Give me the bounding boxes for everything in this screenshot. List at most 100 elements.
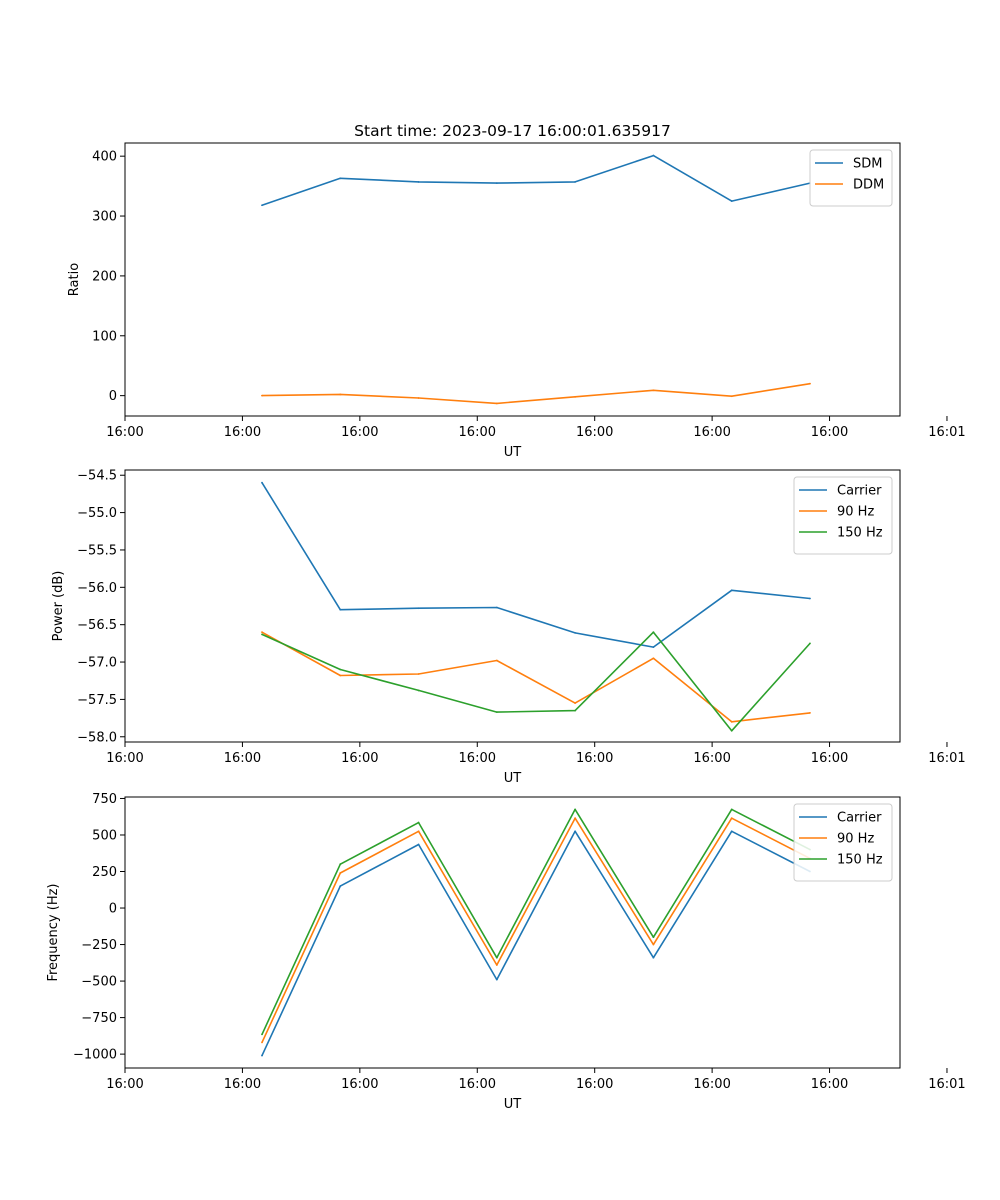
power-y-tick-label: −56.5 [77,618,117,633]
ratio-point-sdm [730,200,733,202]
power-point-90-hz [417,673,420,675]
power-y-tick-label: −58.0 [77,730,117,745]
power-point-carrier [339,608,342,611]
power-x-tick-label: 16:01 [928,751,965,766]
frequency-y-tick-label: 250 [92,865,117,880]
power-y-tick-label: −55.0 [77,506,117,521]
frequency-y-tick-label: −1000 [73,1048,117,1063]
ratio-point-ddm [261,394,263,397]
power-point-carrier [261,481,263,484]
power-point-90-hz [730,720,733,723]
ratio-point-sdm [417,181,420,183]
frequency-y-tick-label: −500 [81,975,117,990]
ratio-x-axis-label: UT [504,445,522,460]
frequency-point-carrier [652,956,655,959]
ratio-point-ddm [652,389,655,392]
power-x-axis-label: UT [504,771,522,786]
frequency-point-150-hz [574,808,577,811]
power-legend [793,476,893,555]
power-series-carrier [261,482,811,648]
power-panel: 16:00 16:00 16:00 16:00 16:00 16:00 16:00 16:01… [51,469,966,786]
frequency-y-tick-label: 750 [92,792,117,807]
frequency-panel: 16:00 16:00 16:00 16:00 16:00 16:00 16:00 16:01… [46,792,966,1112]
power-point-150-hz [809,642,811,645]
power-point-90-hz [809,711,811,714]
frequency-series-150-hz [261,808,811,1035]
frequency-x-tick-label: 16:01 [928,1077,965,1092]
frequency-legend-label-carrier: Carrier [837,811,882,826]
ratio-axes-frame [124,142,901,417]
frequency-point-90-hz [261,1041,263,1044]
ratio-x-tick-label: 16:00 [576,425,613,440]
frequency-point-carrier [495,978,498,981]
frequency-point-90-hz [730,817,733,820]
frequency-point-150-hz [730,808,733,811]
frequency-x-axis-label: UT [504,1097,522,1112]
power-legend-label-carrier: Carrier [837,484,882,499]
power-x-tick-label: 16:00 [576,751,613,766]
power-point-150-hz [574,709,577,712]
ratio-point-ddm [809,382,811,385]
frequency-x-tick-label: 16:00 [693,1077,730,1092]
ratio-x-tick-label: 16:00 [106,425,143,440]
power-point-150-hz [495,711,498,714]
power-x-tick-label: 16:00 [341,751,378,766]
power-point-90-hz [495,659,498,662]
ratio-legend [809,149,893,207]
power-x-tick-label: 16:00 [693,751,730,766]
ratio-point-sdm [574,181,577,183]
frequency-y-axis-label: Frequency (Hz) [46,883,61,981]
frequency-x-tick-label: 16:00 [811,1077,848,1092]
ratio-point-ddm [417,397,420,399]
frequency-x-tick-label: 16:00 [341,1077,378,1092]
power-y-tick-label: −57.0 [77,656,117,671]
frequency-x-tick-label: 16:00 [576,1077,613,1092]
power-point-150-hz [261,633,263,636]
ratio-y-tick-label: 100 [92,329,117,344]
power-point-150-hz [652,631,655,634]
frequency-point-150-hz [261,1033,263,1036]
frequency-x-tick-label: 16:00 [459,1077,496,1092]
frequency-x-tick-label: 16:00 [106,1077,143,1092]
ratio-y-tick-label: 0 [109,389,117,404]
ratio-y-tick-label: 400 [92,150,117,165]
ratio-x-tick-label: 16:00 [341,425,378,440]
ratio-point-sdm [495,182,498,185]
power-x-tick-label: 16:00 [224,751,261,766]
ratio-x-tick-label: 16:01 [928,425,965,440]
ratio-point-ddm [730,395,733,398]
power-x-tick-label: 16:00 [106,751,143,766]
frequency-y-tick-label: −250 [81,938,117,953]
power-point-carrier [730,589,733,592]
power-point-90-hz [652,657,655,660]
ratio-panel: 16:00 16:00 16:00 16:00 16:00 16:00 16:00 16:01… [67,142,966,460]
frequency-legend [793,803,893,882]
power-y-axis-label: Power (dB) [51,571,66,642]
frequency-point-carrier [730,830,733,833]
frequency-series-90-hz [261,817,811,1043]
frequency-point-90-hz [574,817,577,820]
power-point-150-hz [417,689,420,692]
power-series-90-hz [261,631,811,723]
power-point-carrier [417,607,420,610]
ratio-x-tick-label: 16:00 [459,425,496,440]
frequency-series-carrier [261,830,811,1056]
frequency-point-150-hz [339,863,342,866]
power-y-tick-label: −56.0 [77,581,117,596]
ratio-series-ddm [261,382,811,405]
power-point-90-hz [339,674,342,677]
figure-title: Start time: 2023-09-17 16:00:01.635917 [354,122,671,140]
power-legend-label-90-hz: 90 Hz [837,505,874,520]
ratio-series-sdm [261,154,811,207]
power-y-tick-label: −54.5 [77,469,117,484]
power-point-carrier [809,597,811,600]
frequency-point-150-hz [417,821,420,824]
ratio-point-sdm [339,177,342,180]
power-point-90-hz [261,631,263,634]
frequency-legend-label-90-hz: 90 Hz [837,832,874,847]
ratio-point-ddm [574,395,577,398]
power-y-tick-label: −57.5 [77,693,117,708]
power-point-90-hz [574,702,577,705]
frequency-y-tick-label: −750 [81,1011,117,1026]
